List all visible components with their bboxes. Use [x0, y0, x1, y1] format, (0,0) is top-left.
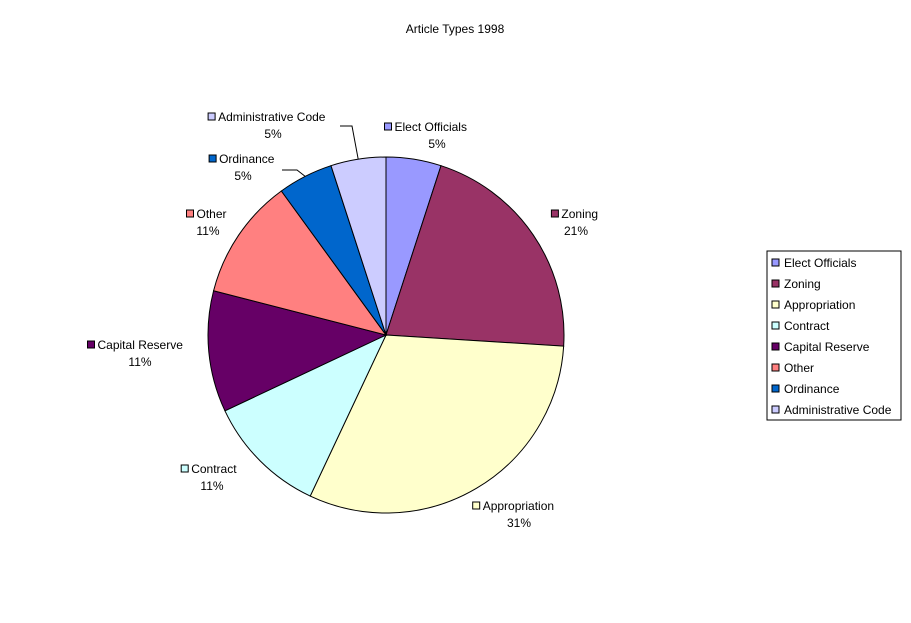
legend-label: Ordinance — [784, 382, 840, 396]
legend-label: Zoning — [784, 277, 821, 291]
slice-label-percent: 21% — [564, 224, 588, 238]
legend-item-elect-officials: Elect Officials — [771, 256, 856, 270]
legend-label: Administrative Code — [784, 403, 892, 417]
slice-label-percent: 5% — [234, 169, 252, 183]
slice-label-percent: 11% — [196, 224, 219, 238]
slice-label-name: Zoning — [561, 207, 598, 221]
slice-label-contract: Contract 11% — [180, 462, 237, 493]
slice-label-swatch — [208, 154, 217, 163]
slice-label-percent: 5% — [264, 127, 282, 141]
slice-label-swatch — [186, 209, 194, 218]
legend-swatch — [771, 405, 780, 414]
legend-label: Other — [784, 361, 814, 375]
slice-label-appropriation: Appropriation 31% — [472, 499, 554, 530]
slice-label-swatch — [550, 209, 559, 218]
legend-item-zoning: Zoning — [771, 277, 821, 291]
legend-item-ordinance: Ordinance — [771, 382, 840, 396]
slice-label-percent: 11% — [128, 355, 151, 369]
slice-label-swatch — [207, 112, 216, 121]
legend-label: Appropriation — [784, 298, 855, 312]
pie-slice-capital-reserve — [207, 290, 388, 412]
legend-label: Contract — [784, 319, 830, 333]
legend-swatch — [771, 342, 780, 351]
slice-label-name: Appropriation — [483, 499, 554, 513]
pie-slices — [207, 156, 565, 514]
legend-box — [766, 250, 902, 421]
slice-label-swatch — [384, 122, 392, 131]
slice-labels: Elect Officials 5% Zoning 21% Appropriation 3… — [87, 110, 598, 530]
leader-line-administrative-code — [340, 125, 359, 160]
pie-slice-other — [212, 190, 388, 336]
legend-item-capital-reserve: Capital Reserve — [771, 340, 870, 354]
slice-label-elect-officials: Elect Officials 5% — [384, 120, 467, 151]
slice-label-administrative-code: Administrative Code 5% — [207, 110, 326, 141]
legend: Elect Officials Zoning Appropriation Contra… — [766, 250, 902, 421]
slice-label-name: Contract — [191, 462, 237, 476]
chart-title: Article Types 1998 — [406, 22, 505, 36]
slice-label-percent: 31% — [507, 516, 531, 530]
leader-lines — [282, 125, 359, 177]
legend-swatch — [771, 321, 780, 330]
legend-swatch — [771, 300, 780, 309]
legend-item-administrative-code: Administrative Code — [771, 403, 892, 417]
legend-label: Elect Officials — [784, 256, 856, 270]
slice-label-swatch — [180, 464, 189, 473]
pie-slice-zoning — [385, 165, 565, 347]
slice-label-name: Ordinance — [219, 152, 275, 166]
slice-label-name: Elect Officials — [395, 120, 467, 134]
slice-label-other: Other 11% — [186, 207, 227, 238]
slice-label-name: Capital Reserve — [98, 338, 184, 352]
slice-label-swatch — [87, 340, 95, 349]
legend-swatch — [771, 279, 780, 288]
legend-item-other: Other — [771, 361, 814, 375]
slice-label-percent: 5% — [428, 137, 446, 151]
slice-label-name: Administrative Code — [218, 110, 326, 124]
legend-swatch — [771, 384, 780, 393]
legend-swatch — [771, 258, 780, 267]
slice-label-capital-reserve: Capital Reserve 11% — [87, 338, 184, 369]
pie-slice-contract — [224, 333, 388, 497]
legend-label: Capital Reserve — [784, 340, 870, 354]
slice-label-swatch — [472, 501, 481, 510]
legend-item-appropriation: Appropriation — [771, 298, 855, 312]
slice-label-ordinance: Ordinance 5% — [208, 152, 275, 183]
leader-line-ordinance — [282, 169, 306, 177]
pie-slice-appropriation — [309, 334, 565, 514]
slice-label-name: Other — [197, 207, 227, 221]
slice-label-percent: 11% — [200, 479, 223, 493]
legend-item-contract: Contract — [771, 319, 830, 333]
slice-label-zoning: Zoning 21% — [550, 207, 598, 238]
legend-swatch — [771, 363, 780, 372]
